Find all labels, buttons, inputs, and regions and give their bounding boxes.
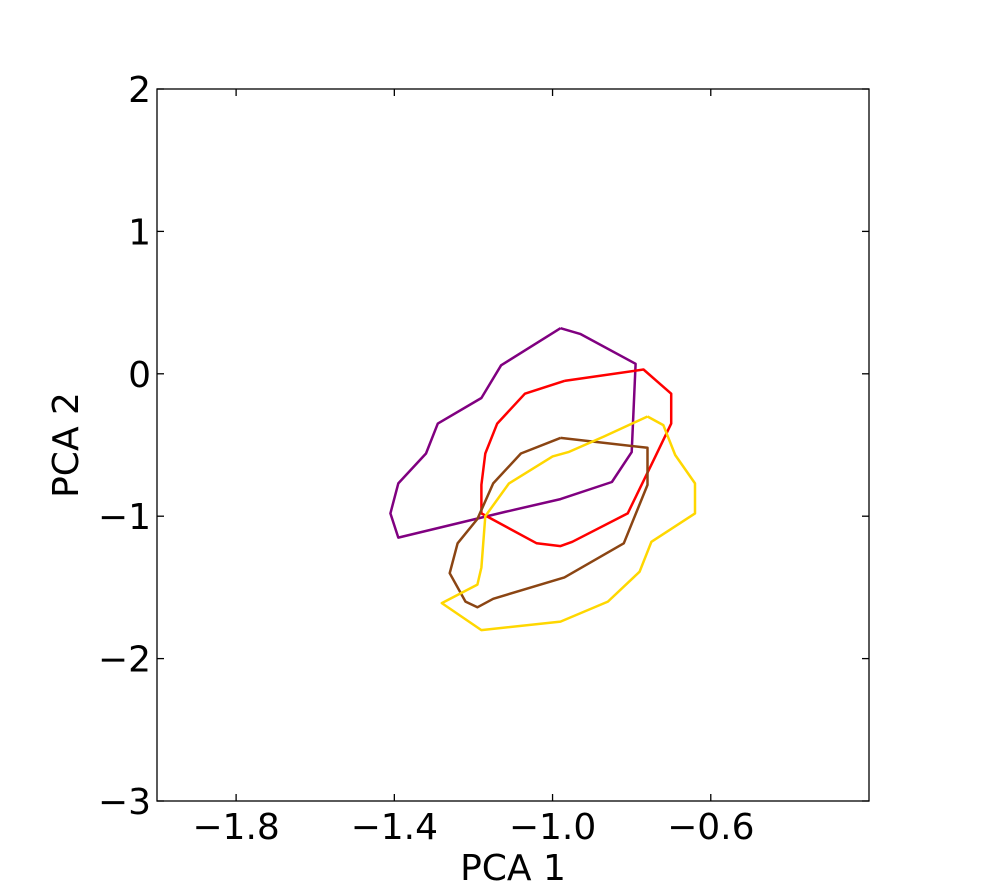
y-tick-label: −3 <box>98 782 151 823</box>
x-tick-label: −1.4 <box>351 807 438 848</box>
contour-series-3 <box>448 436 649 609</box>
contour-series-1 <box>389 326 637 539</box>
y-tick-label: −1 <box>98 497 151 538</box>
y-axis-label: PCA 2 <box>46 392 87 498</box>
y-tick-label: 1 <box>128 212 151 253</box>
plot-frame <box>156 88 870 802</box>
contour-series-4 <box>440 415 697 632</box>
y-tick-label: −2 <box>98 640 151 681</box>
ticks-layer: −1.8 −1.4 −1.0 −0.6 −3 −2 −1 0 1 2 <box>98 70 869 848</box>
x-axis-label: PCA 1 <box>460 848 566 889</box>
x-tick-label: −1.0 <box>509 807 596 848</box>
y-tick-label: 2 <box>128 70 151 111</box>
series-layer <box>389 326 697 632</box>
y-tick-label: 0 <box>128 355 151 396</box>
x-tick-label: −0.6 <box>667 807 754 848</box>
contour-series-2 <box>480 368 673 548</box>
x-tick-label: −1.8 <box>192 807 279 848</box>
